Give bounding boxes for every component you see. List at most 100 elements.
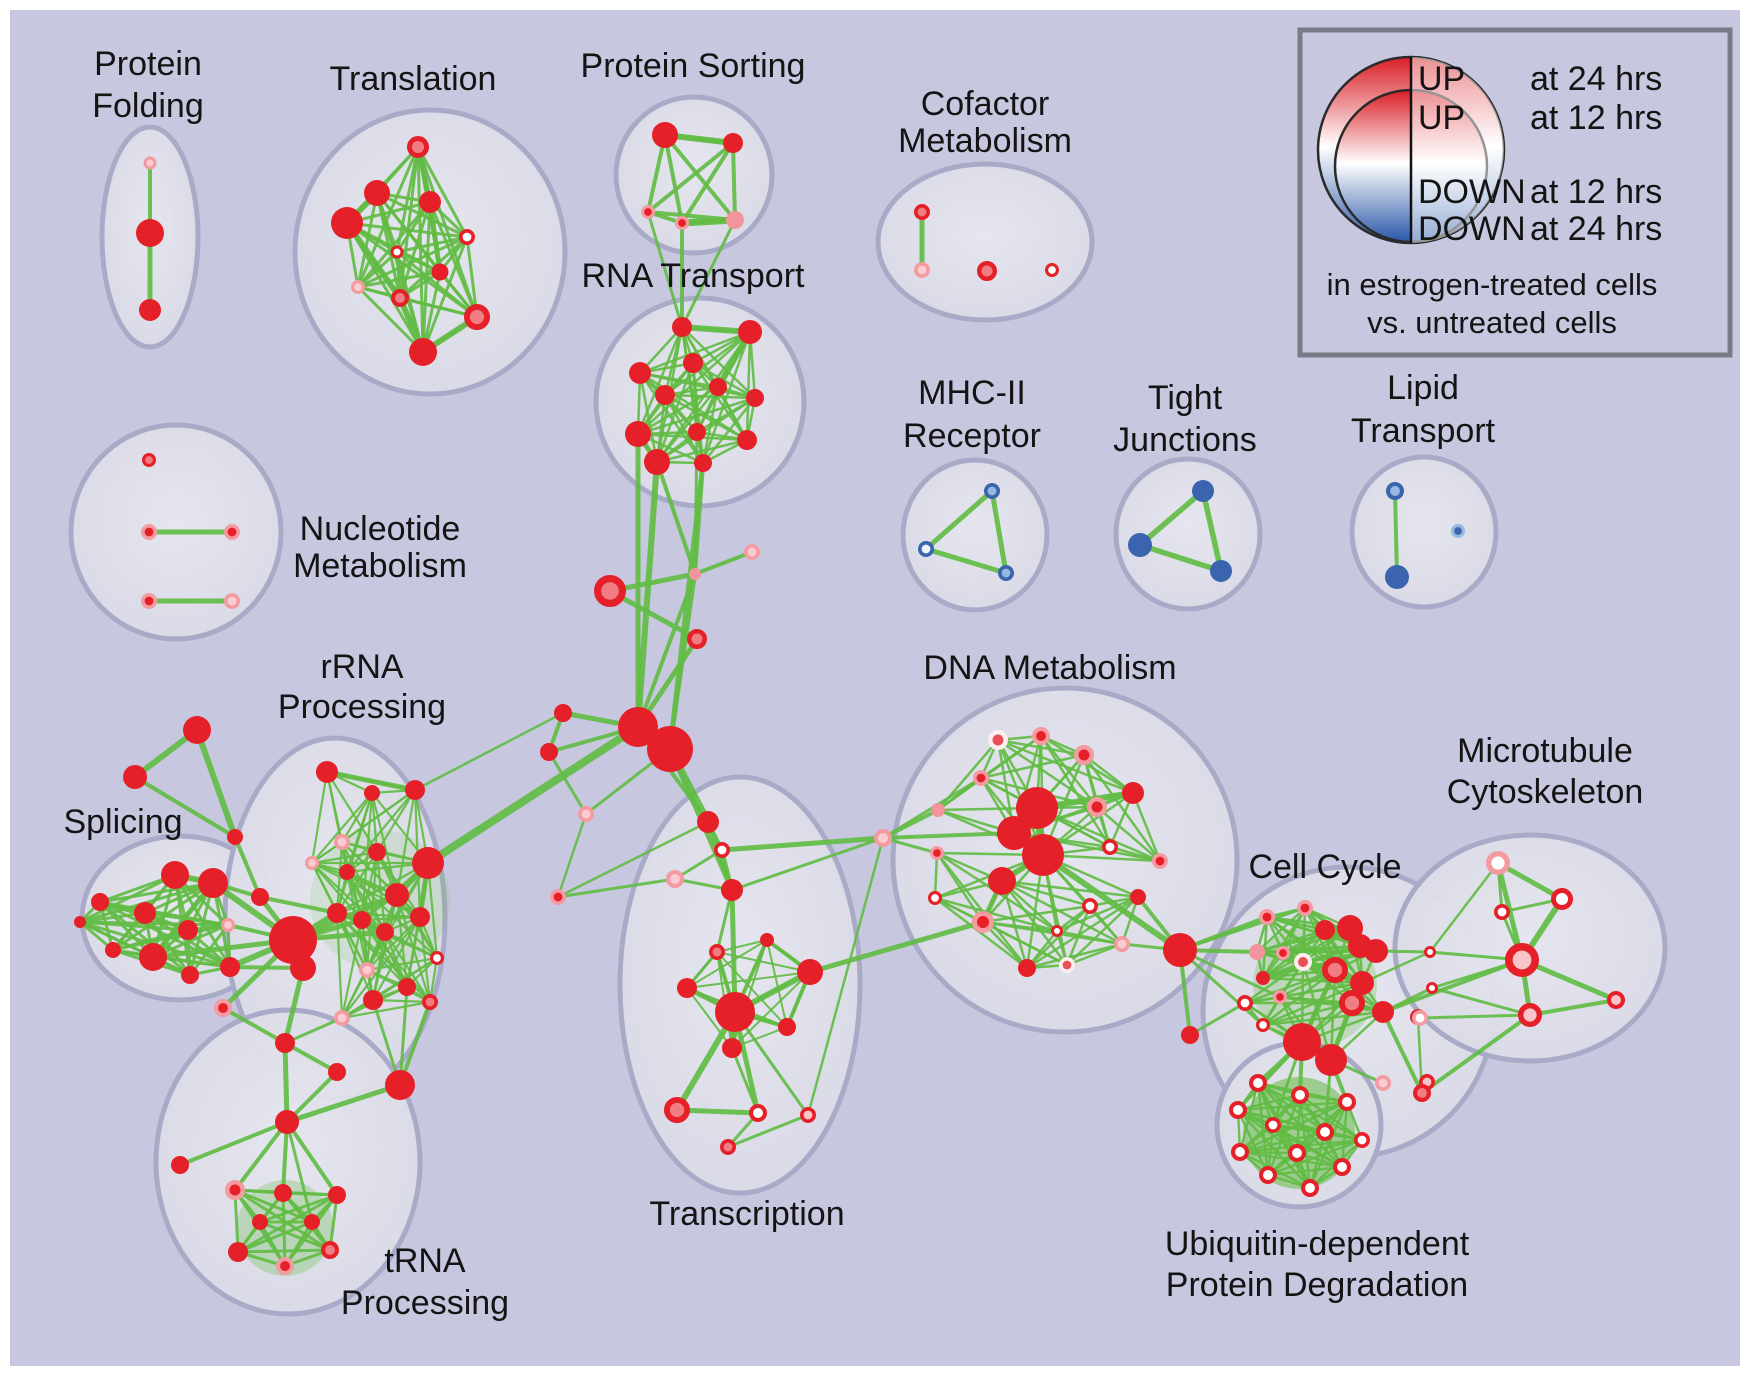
network-node-iN3 <box>743 543 760 560</box>
network-node-sp1 <box>91 893 109 911</box>
network-node-ccH2 <box>1315 1044 1347 1076</box>
network-node-dm13 <box>971 910 994 933</box>
network-edge <box>111 881 215 952</box>
network-edge <box>981 920 1069 967</box>
cluster-label-ubiquitin: Ubiquitin-dependent <box>1165 1225 1470 1263</box>
network-edge <box>933 896 1029 970</box>
network-node-tn2 <box>328 1063 346 1081</box>
network-node-mc5 <box>1607 991 1626 1010</box>
legend-direction-3: DOWN <box>1418 210 1526 248</box>
network-edge <box>1120 895 1140 946</box>
cluster-ellipse-mhc-ii <box>900 457 1050 613</box>
network-node-tn10 <box>304 1214 320 1230</box>
network-edge <box>383 930 432 1004</box>
network-node-ub7 <box>1354 1132 1371 1149</box>
network-node-cc15 <box>1255 1018 1270 1033</box>
legend-right-half-wash <box>1411 57 1504 243</box>
network-node-cc10 <box>1322 956 1349 983</box>
network-edge <box>98 881 215 904</box>
network-node-rt9 <box>688 423 706 441</box>
network-edge <box>1082 753 1162 863</box>
network-node-dm14 <box>1082 897 1099 914</box>
network-node-rr8 <box>385 883 409 907</box>
network-node-dm11 <box>988 867 1016 895</box>
network-node-dm15 <box>1051 925 1063 937</box>
network-edge <box>663 393 749 442</box>
network-node-iN2 <box>593 574 626 607</box>
network-edge <box>730 836 885 892</box>
network-edge <box>1236 1108 1299 1155</box>
network-node-rt2 <box>738 320 762 344</box>
cluster-label-protein-folding: Protein <box>94 45 202 83</box>
cluster-ellipse-lipid-transport <box>1349 454 1499 610</box>
network-edge <box>236 1220 314 1254</box>
network-node-ps1 <box>652 122 678 148</box>
cluster-label-rna-transport: RNA Transport <box>582 257 806 295</box>
network-edge <box>413 711 565 792</box>
network-node-tg3 <box>227 829 243 845</box>
cluster-label-lipid-transport: Lipid <box>1387 369 1459 407</box>
network-node-pf2 <box>136 219 164 247</box>
network-edge <box>663 133 684 225</box>
network-node-nm2 <box>141 523 158 540</box>
network-node-rr16 <box>421 993 438 1010</box>
network-edge <box>655 460 697 576</box>
network-node-tn8 <box>328 1186 346 1204</box>
network-node-cc2 <box>1297 899 1314 916</box>
network-edge <box>1430 986 1532 1017</box>
network-edge <box>1278 995 1385 1014</box>
network-node-rr2 <box>364 785 380 801</box>
network-edge <box>923 488 995 552</box>
network-node-mh1 <box>983 482 1000 499</box>
network-edge <box>1178 948 1282 999</box>
network-edge <box>133 775 237 839</box>
network-node-dmC <box>1163 933 1197 967</box>
network-node-tx10 <box>713 841 730 858</box>
network-edge <box>221 1006 287 1045</box>
network-node-dl1 <box>874 829 893 848</box>
network-edge <box>1000 879 1029 970</box>
network-node-tn13 <box>320 1241 339 1260</box>
network-edge <box>674 1107 761 1116</box>
network-node-cc14 <box>1237 994 1254 1011</box>
network-node-tx1 <box>677 978 697 998</box>
network-edge <box>1528 998 1618 1017</box>
network-edge <box>285 1120 339 1197</box>
network-edge <box>933 896 1059 933</box>
network-edge <box>383 930 439 960</box>
network-edge <box>731 141 737 222</box>
network-node-ub10 <box>1333 1158 1352 1177</box>
network-node-sp9 <box>139 943 167 971</box>
cluster-label-rrna-processing: rRNA <box>320 648 403 686</box>
network-edge <box>310 850 379 865</box>
network-node-tr1 <box>407 136 430 159</box>
network-edge <box>1238 1130 1327 1154</box>
network-node-rr4 <box>333 833 350 850</box>
network-node-mh3 <box>997 564 1014 581</box>
network-node-cc12 <box>1256 971 1270 985</box>
network-edge <box>340 1000 432 1020</box>
network-edge <box>1255 906 1307 954</box>
network-edge <box>655 438 749 464</box>
network-edge <box>1418 1013 1532 1020</box>
network-node-tx6 <box>749 1104 768 1123</box>
network-node-ps5 <box>726 211 744 229</box>
network-node-nm1 <box>141 453 156 468</box>
network-edge <box>1039 734 1112 849</box>
network-node-rr6 <box>368 843 386 861</box>
network-node-tg1 <box>183 716 211 744</box>
network-node-tr10 <box>463 303 490 330</box>
network-edge <box>989 488 1009 576</box>
network-node-tn12 <box>275 1257 294 1276</box>
network-edge <box>424 723 642 867</box>
network-edge <box>1393 489 1399 579</box>
network-edge <box>383 930 409 989</box>
network-edge <box>1040 852 1183 953</box>
network-edge <box>1000 879 1069 967</box>
network-node-rr15 <box>398 978 416 996</box>
cluster-label-trna-processing: Processing <box>341 1284 509 1322</box>
network-edge <box>680 141 735 225</box>
network-node-txh <box>715 992 755 1032</box>
network-edge <box>356 270 442 289</box>
network-edge <box>281 1191 287 1268</box>
